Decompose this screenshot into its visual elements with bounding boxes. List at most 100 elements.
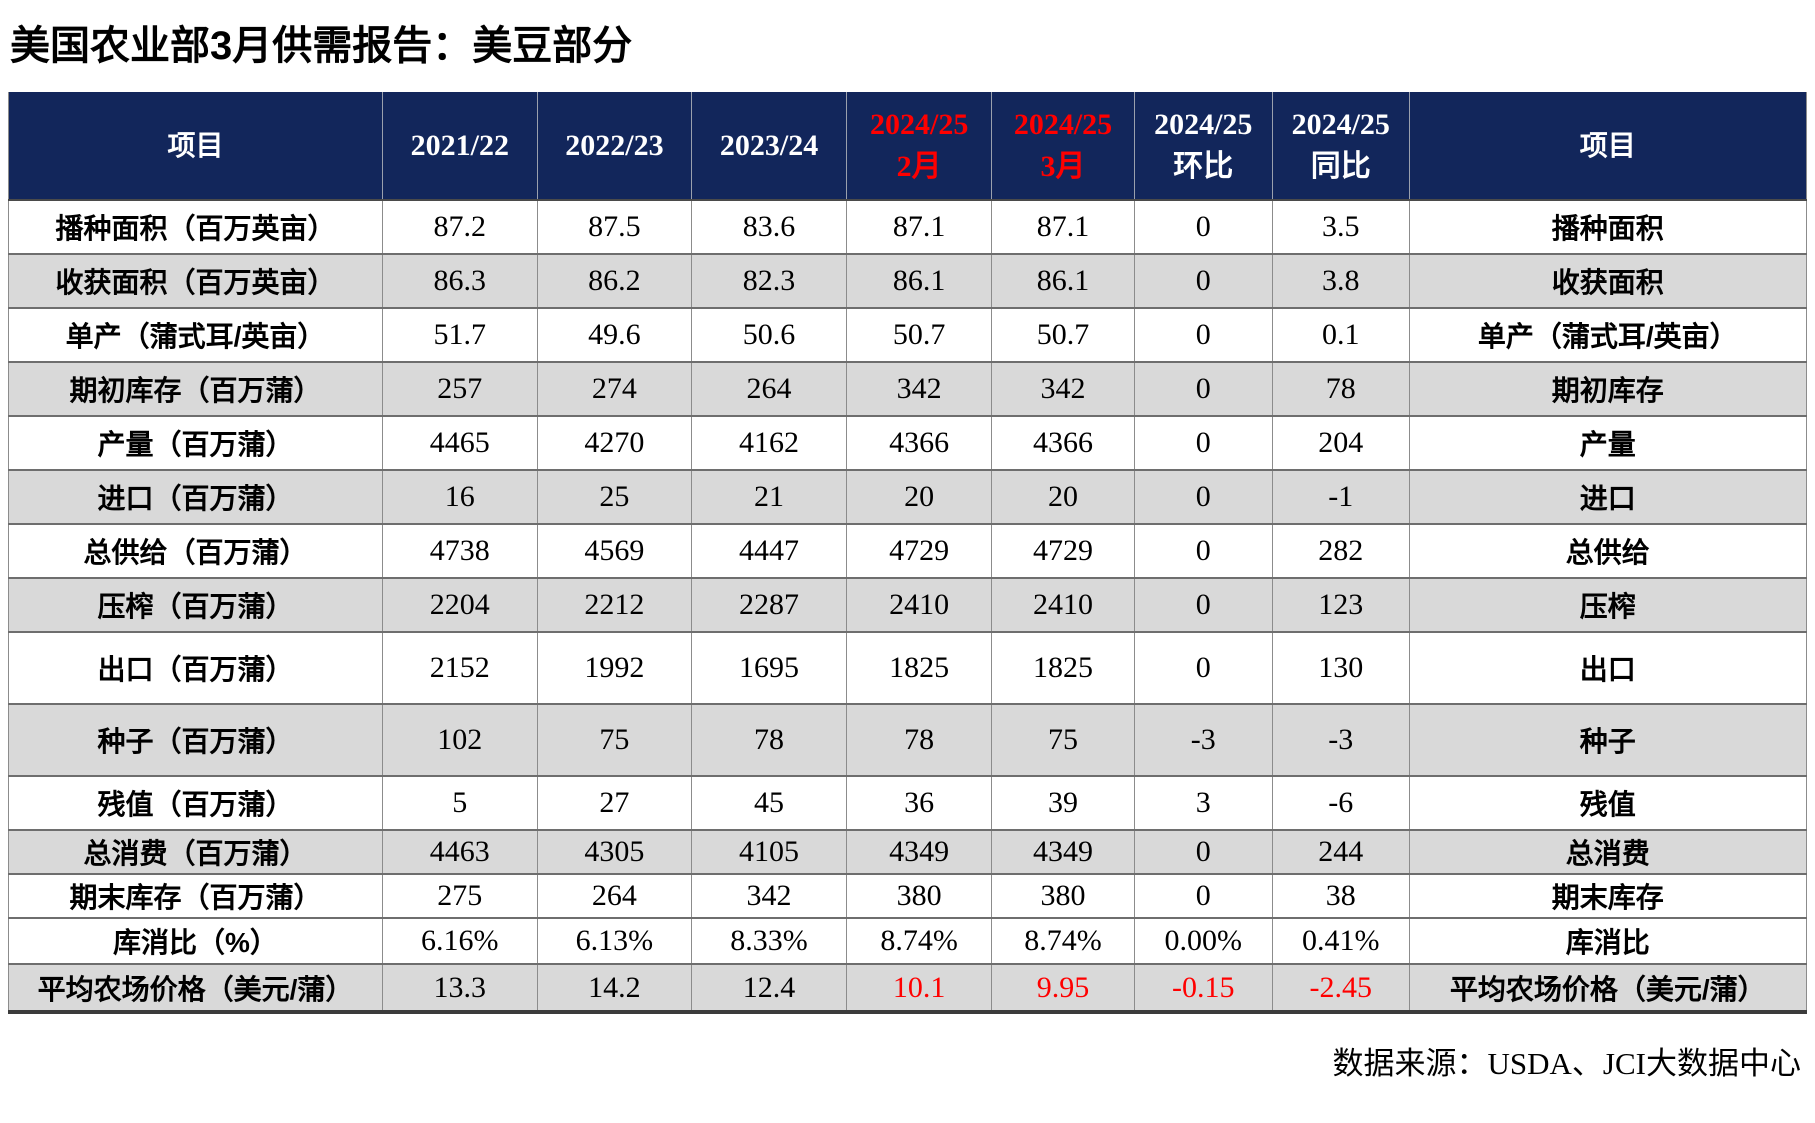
row-label-right: 平均农场价格（美元/蒲） xyxy=(1409,964,1807,1013)
cell-value: 87.2 xyxy=(382,200,538,255)
cell-value: 0 xyxy=(1134,416,1273,471)
cell-value: 8.74% xyxy=(846,918,993,965)
table-row-13: 库消比（%） 6.16% 6.13% 8.33% 8.74% 8.74% 0.00% 0.41… xyxy=(8,918,1807,965)
cell-value: 4105 xyxy=(691,830,847,875)
cell-value: 10.1 xyxy=(846,964,993,1013)
cell-value: 275 xyxy=(382,874,538,919)
cell-value: 0.41% xyxy=(1272,918,1410,965)
header-line1: 2022/23 xyxy=(565,128,664,162)
cell-value: 2204 xyxy=(382,578,538,633)
cell-value: 4270 xyxy=(537,416,693,471)
row-label-left: 收获面积（百万英亩） xyxy=(8,254,383,309)
header-line2: 同比 xyxy=(1310,149,1371,183)
cell-value: 6.16% xyxy=(382,918,538,965)
cell-value: 342 xyxy=(846,362,993,417)
row-label-right: 残值 xyxy=(1409,776,1807,831)
cell-value: 264 xyxy=(691,362,847,417)
cell-value: 50.7 xyxy=(846,308,993,363)
cell-value: 4366 xyxy=(846,416,993,471)
cell-value: 87.1 xyxy=(846,200,993,255)
cell-value: 4465 xyxy=(382,416,538,471)
cell-value: 5 xyxy=(382,776,538,831)
cell-value: 2152 xyxy=(382,632,538,705)
table-row-6: 总供给（百万蒲） 4738 4569 4447 4729 4729 0 282 总供给 xyxy=(8,524,1807,579)
row-label-left: 产量（百万蒲） xyxy=(8,416,383,471)
row-label-right: 进口 xyxy=(1409,470,1807,525)
cell-value: 0 xyxy=(1134,830,1273,875)
cell-value: 0 xyxy=(1134,200,1273,255)
header-line1: 项目 xyxy=(167,129,224,161)
report-page: 美国农业部3月供需报告：美豆部分 项目 2021/22 2022/23 2023/24… xyxy=(8,24,1807,1081)
table-row-1: 收获面积（百万英亩） 86.3 86.2 82.3 86.1 86.1 0 3.8 收获面积 xyxy=(8,254,1807,309)
data-source-note: 数据来源：USDA、JCI大数据中心 xyxy=(1332,1046,1801,1081)
cell-value: 25 xyxy=(537,470,693,525)
cell-value: 130 xyxy=(1272,632,1410,705)
cell-value: -6 xyxy=(1272,776,1410,831)
cell-value: 123 xyxy=(1272,578,1410,633)
row-label-left: 总消费（百万蒲） xyxy=(8,830,383,875)
row-label-right: 压榨 xyxy=(1409,578,1807,633)
cell-value: 2410 xyxy=(846,578,993,633)
header-line1: 2024/25 xyxy=(1291,107,1390,141)
cell-value: 1992 xyxy=(537,632,693,705)
cell-value: 12.4 xyxy=(691,964,847,1013)
header-line2: 3月 xyxy=(1040,149,1086,183)
cell-value: 86.1 xyxy=(846,254,993,309)
table-row-11: 总消费（百万蒲） 4463 4305 4105 4349 4349 0 244 总消费 xyxy=(8,830,1807,875)
cell-value: 257 xyxy=(382,362,538,417)
cell-value: 4349 xyxy=(991,830,1135,875)
cell-value: 2287 xyxy=(691,578,847,633)
header-line1: 2024/25 xyxy=(870,107,969,141)
cell-value: 0 xyxy=(1134,308,1273,363)
cell-value: 0 xyxy=(1134,470,1273,525)
row-label-left: 出口（百万蒲） xyxy=(8,632,383,705)
cell-value: 49.6 xyxy=(537,308,693,363)
table-row-12: 期末库存（百万蒲） 275 264 342 380 380 0 38 期末库存 xyxy=(8,874,1807,919)
row-label-right: 播种面积 xyxy=(1409,200,1807,255)
cell-value: -3 xyxy=(1134,704,1273,777)
cell-value: 14.2 xyxy=(537,964,693,1013)
header-line2: 环比 xyxy=(1173,149,1234,183)
row-label-left: 平均农场价格（美元/蒲） xyxy=(8,964,383,1013)
cell-value: 3 xyxy=(1134,776,1273,831)
row-label-right: 产量 xyxy=(1409,416,1807,471)
row-label-right: 总消费 xyxy=(1409,830,1807,875)
row-label-left: 期初库存（百万蒲） xyxy=(8,362,383,417)
cell-value: 274 xyxy=(537,362,693,417)
cell-value: 8.33% xyxy=(691,918,847,965)
cell-value: 86.2 xyxy=(537,254,693,309)
cell-value: 16 xyxy=(382,470,538,525)
cell-value: 39 xyxy=(991,776,1135,831)
row-label-left: 单产（蒲式耳/英亩） xyxy=(8,308,383,363)
column-header-y2024_25_yoy: 2024/25 同比 xyxy=(1272,92,1410,201)
cell-value: 83.6 xyxy=(691,200,847,255)
cell-value: 6.13% xyxy=(537,918,693,965)
table-row-9: 种子（百万蒲） 102 75 78 78 75 -3 -3 种子 xyxy=(8,704,1807,777)
cell-value: 282 xyxy=(1272,524,1410,579)
cell-value: 4162 xyxy=(691,416,847,471)
row-label-right: 总供给 xyxy=(1409,524,1807,579)
header-line1: 2021/22 xyxy=(410,128,509,162)
cell-value: 75 xyxy=(991,704,1135,777)
cell-value: 380 xyxy=(846,874,993,919)
cell-value: 204 xyxy=(1272,416,1410,471)
table-row-14: 平均农场价格（美元/蒲） 13.3 14.2 12.4 10.1 9.95 -0.15 -2.… xyxy=(8,964,1807,1013)
table-row-8: 出口（百万蒲） 2152 1992 1695 1825 1825 0 130 出口 xyxy=(8,632,1807,705)
cell-value: 1695 xyxy=(691,632,847,705)
cell-value: 264 xyxy=(537,874,693,919)
cell-value: -2.45 xyxy=(1272,964,1410,1013)
table-body: 播种面积（百万英亩） 87.2 87.5 83.6 87.1 87.1 0 3.5 播种面积 收获… xyxy=(8,200,1807,1013)
cell-value: 0 xyxy=(1134,524,1273,579)
cell-value: 27 xyxy=(537,776,693,831)
cell-value: 0 xyxy=(1134,578,1273,633)
header-line1: 2024/25 xyxy=(1154,107,1253,141)
table-row-4: 产量（百万蒲） 4465 4270 4162 4366 4366 0 204 产量 xyxy=(8,416,1807,471)
row-label-left: 库消比（%） xyxy=(8,918,383,965)
row-label-left: 种子（百万蒲） xyxy=(8,704,383,777)
cell-value: 4729 xyxy=(991,524,1135,579)
cell-value: 87.5 xyxy=(537,200,693,255)
column-header-y2024_25_mom: 2024/25 环比 xyxy=(1134,92,1273,201)
column-header-y2023_24: 2023/24 xyxy=(691,92,847,201)
cell-value: 342 xyxy=(691,874,847,919)
cell-value: 78 xyxy=(846,704,993,777)
